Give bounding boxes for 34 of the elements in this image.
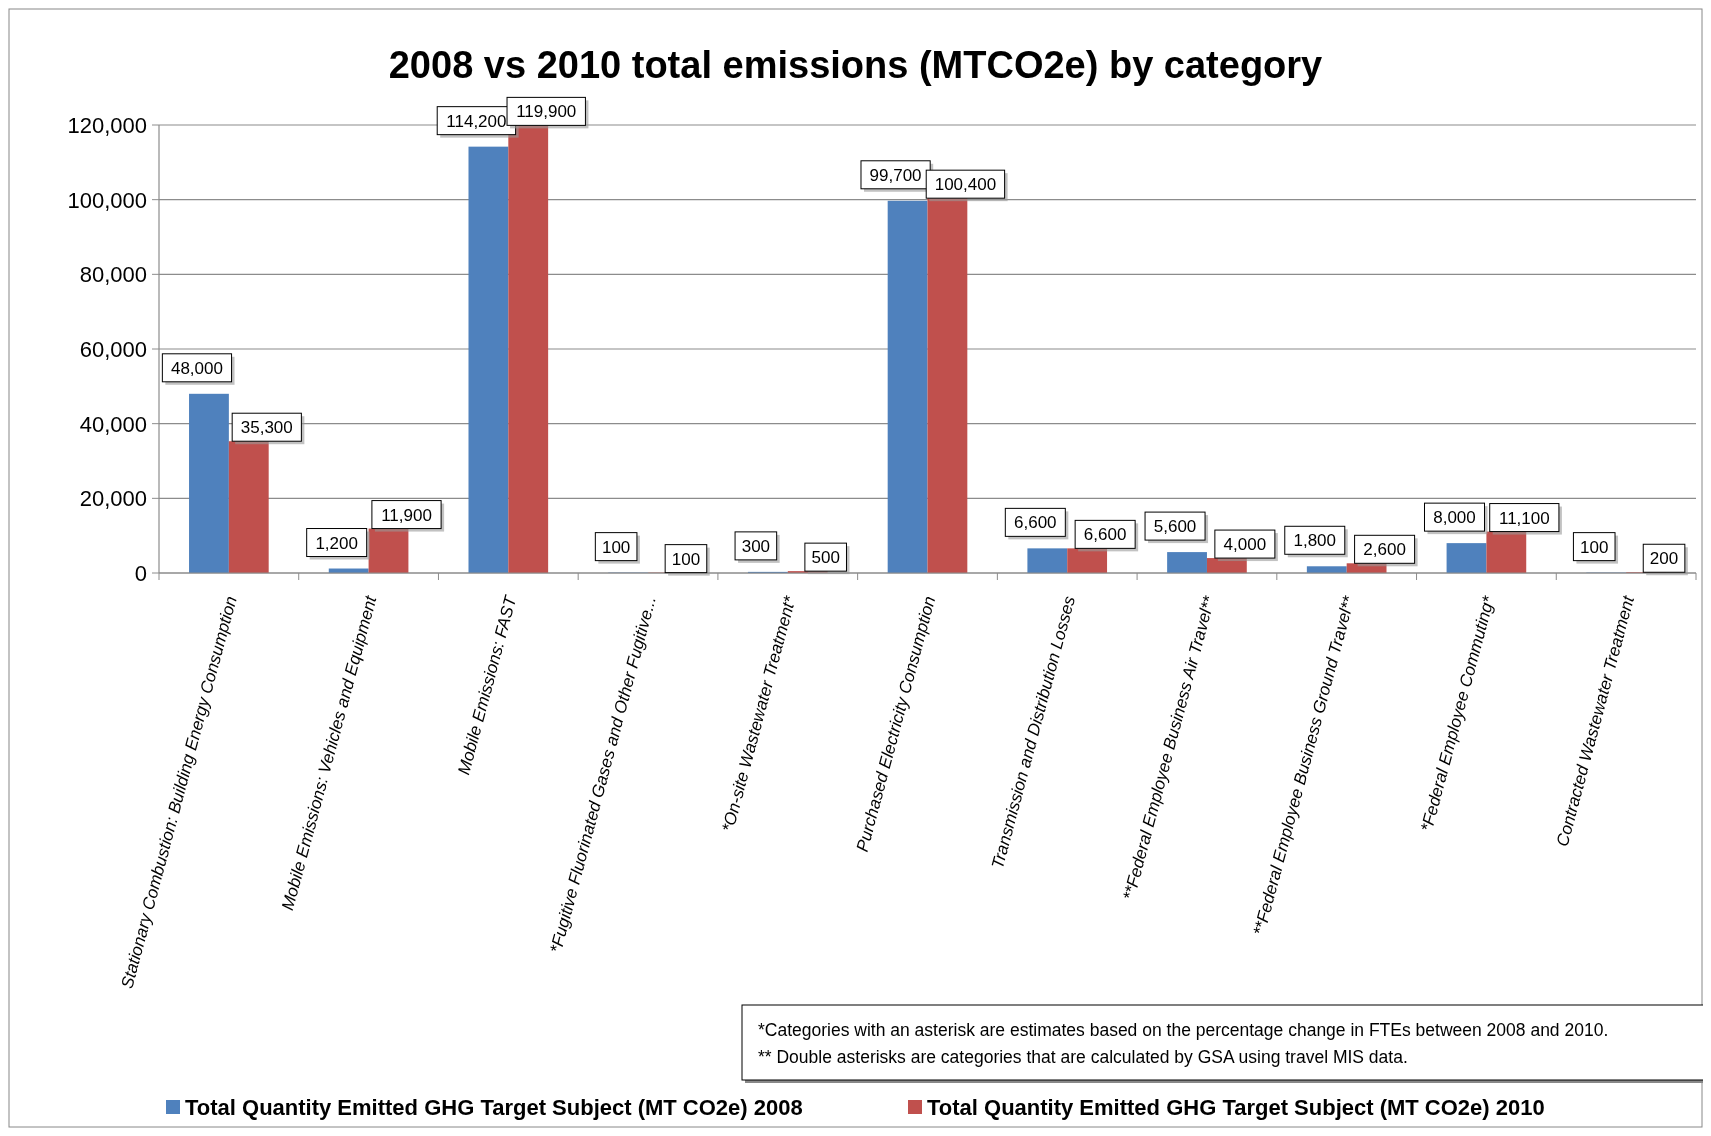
y-tick-label: 120,000 xyxy=(67,113,147,138)
data-label: 48,000 xyxy=(170,358,223,378)
text: ** Double asterisks are categories that are calculated by GSA using travel MIS data. xyxy=(758,1047,1408,1067)
data-label: 11,100 xyxy=(1498,508,1550,528)
y-tick-label: 60,000 xyxy=(79,337,147,362)
data-label: 100 xyxy=(671,549,701,569)
legend-label: Total Quantity Emitted GHG Target Subject (MT CO2e) 2010 xyxy=(927,1095,1545,1120)
data-label: 100 xyxy=(1580,537,1609,557)
chart-title: 2008 vs 2010 total emissions (MTCO2e) by category xyxy=(388,44,1323,86)
data-label: 1,200 xyxy=(315,533,358,553)
data-label: 300 xyxy=(741,536,771,556)
data-label: 200 xyxy=(1649,549,1679,569)
y-tick-label: 40,000 xyxy=(79,411,147,437)
data-label: 4,000 xyxy=(1223,535,1267,555)
data-label: 114,200 xyxy=(446,111,507,131)
data-label: 6,600 xyxy=(1083,525,1127,545)
legend-label: Total Quantity Emitted GHG Target Subject (MT CO2e) 2008 xyxy=(185,1095,803,1120)
data-label: 11,900 xyxy=(381,505,432,525)
data-label: 1,800 xyxy=(1293,531,1337,551)
y-tick-label: 0 xyxy=(134,561,147,586)
data-label: 6,600 xyxy=(1014,513,1057,533)
data-label: 5,600 xyxy=(1153,517,1197,537)
data-label: 2,600 xyxy=(1363,540,1406,560)
data-label: 100 xyxy=(601,537,631,557)
data-label: 35,300 xyxy=(240,418,293,438)
data-label: 500 xyxy=(811,548,840,568)
y-tick-label: 100,000 xyxy=(67,187,147,213)
data-label: 100,400 xyxy=(934,175,997,195)
data-label: 119,900 xyxy=(516,102,577,122)
data-label: 99,700 xyxy=(869,165,922,185)
text: *Categories with an asterisk are estimates based on the percentage change in FTEs between 2008 and 2010. xyxy=(758,1020,1609,1040)
y-tick-label: 80,000 xyxy=(79,262,147,288)
data-label: 8,000 xyxy=(1433,508,1476,528)
y-tick-label: 20,000 xyxy=(79,486,147,512)
